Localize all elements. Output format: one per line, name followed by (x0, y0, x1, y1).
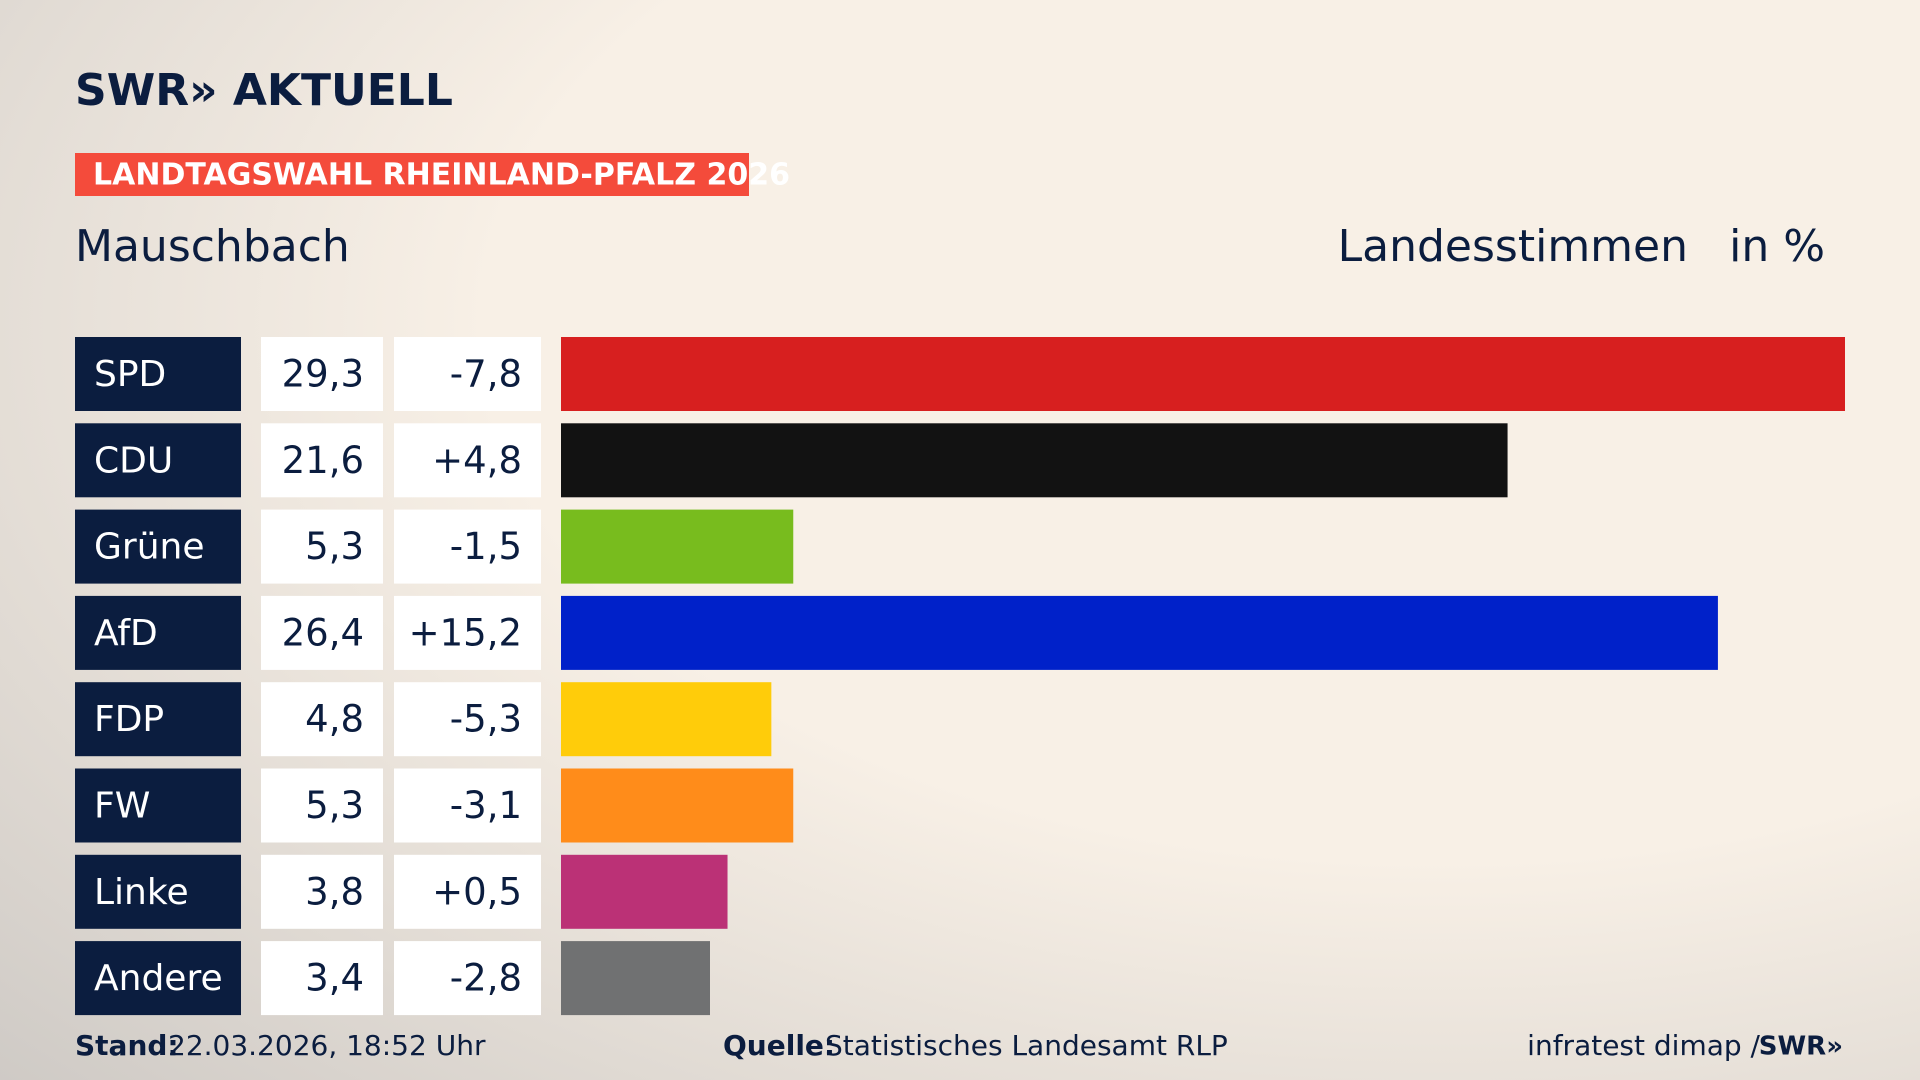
change-cell (394, 941, 541, 1016)
change-label: -5,3 (450, 698, 522, 741)
change-label: -3,1 (450, 784, 522, 827)
change-cell (394, 595, 541, 670)
party-label: CDU (94, 440, 173, 481)
bar (561, 768, 794, 843)
party-cell (75, 768, 241, 843)
party-label: Andere (94, 958, 223, 999)
bar (561, 854, 728, 929)
bar (561, 509, 794, 584)
value-label: 29,3 (282, 353, 364, 396)
party-label: FDP (94, 699, 164, 740)
change-label: +0,5 (432, 870, 522, 913)
party-cell (75, 509, 241, 584)
change-label: -2,8 (450, 957, 522, 1000)
change-label: +4,8 (432, 439, 522, 482)
chart-title: Mauschbach (75, 221, 350, 272)
brand: SWR» (1759, 1032, 1843, 1062)
bar (561, 941, 710, 1016)
bar (561, 595, 1718, 670)
logo: SWR» AKTUELL (75, 65, 453, 116)
value-cell (261, 595, 383, 670)
stand-label: Stand: (75, 1029, 179, 1062)
stand: 22.03.2026, 18:52 Uhr (168, 1029, 486, 1062)
value-cell (261, 941, 383, 1016)
banner-bg (75, 153, 749, 196)
change-cell (394, 768, 541, 843)
bar (561, 682, 772, 757)
change-cell (394, 423, 541, 498)
value-cell (261, 854, 383, 929)
party-cell (75, 423, 241, 498)
banner: LANDTAGSWAHL RHEINLAND-PFALZ 2026 (93, 158, 790, 193)
value-label: 5,3 (305, 784, 364, 827)
party-cell (75, 941, 241, 1016)
pollster: infratest dimap / (1527, 1029, 1760, 1062)
party-label: SPD (94, 354, 166, 395)
change-cell (394, 854, 541, 929)
value-cell (261, 768, 383, 843)
bar (561, 337, 1845, 411)
value-cell (261, 423, 383, 498)
value-label: 26,4 (282, 611, 364, 654)
change-label: -7,8 (450, 353, 522, 396)
measure: Landesstimmen (1338, 221, 1688, 272)
value-cell (261, 509, 383, 584)
party-cell (75, 595, 241, 670)
value-label: 3,4 (305, 957, 364, 1000)
change-label: -1,5 (450, 525, 522, 568)
value-label: 5,3 (305, 525, 364, 568)
value-label: 3,8 (305, 870, 364, 913)
party-label: AfD (94, 613, 158, 654)
source-label: Quelle: (723, 1029, 835, 1062)
party-cell (75, 682, 241, 757)
value-label: 21,6 (282, 439, 364, 482)
value-cell (261, 337, 383, 411)
change-label: +15,2 (409, 611, 522, 654)
change-cell (394, 337, 541, 411)
party-cell (75, 854, 241, 929)
value-cell (261, 682, 383, 757)
party-label: FW (94, 786, 150, 827)
party-label: Grüne (94, 527, 204, 568)
unit: in % (1729, 221, 1825, 272)
source: Statistisches Landesamt RLP (825, 1029, 1228, 1062)
bar (561, 423, 1508, 498)
value-label: 4,8 (305, 698, 364, 741)
party-cell (75, 337, 241, 411)
change-cell (394, 682, 541, 757)
party-label: Linke (94, 872, 189, 913)
change-cell (394, 509, 541, 584)
